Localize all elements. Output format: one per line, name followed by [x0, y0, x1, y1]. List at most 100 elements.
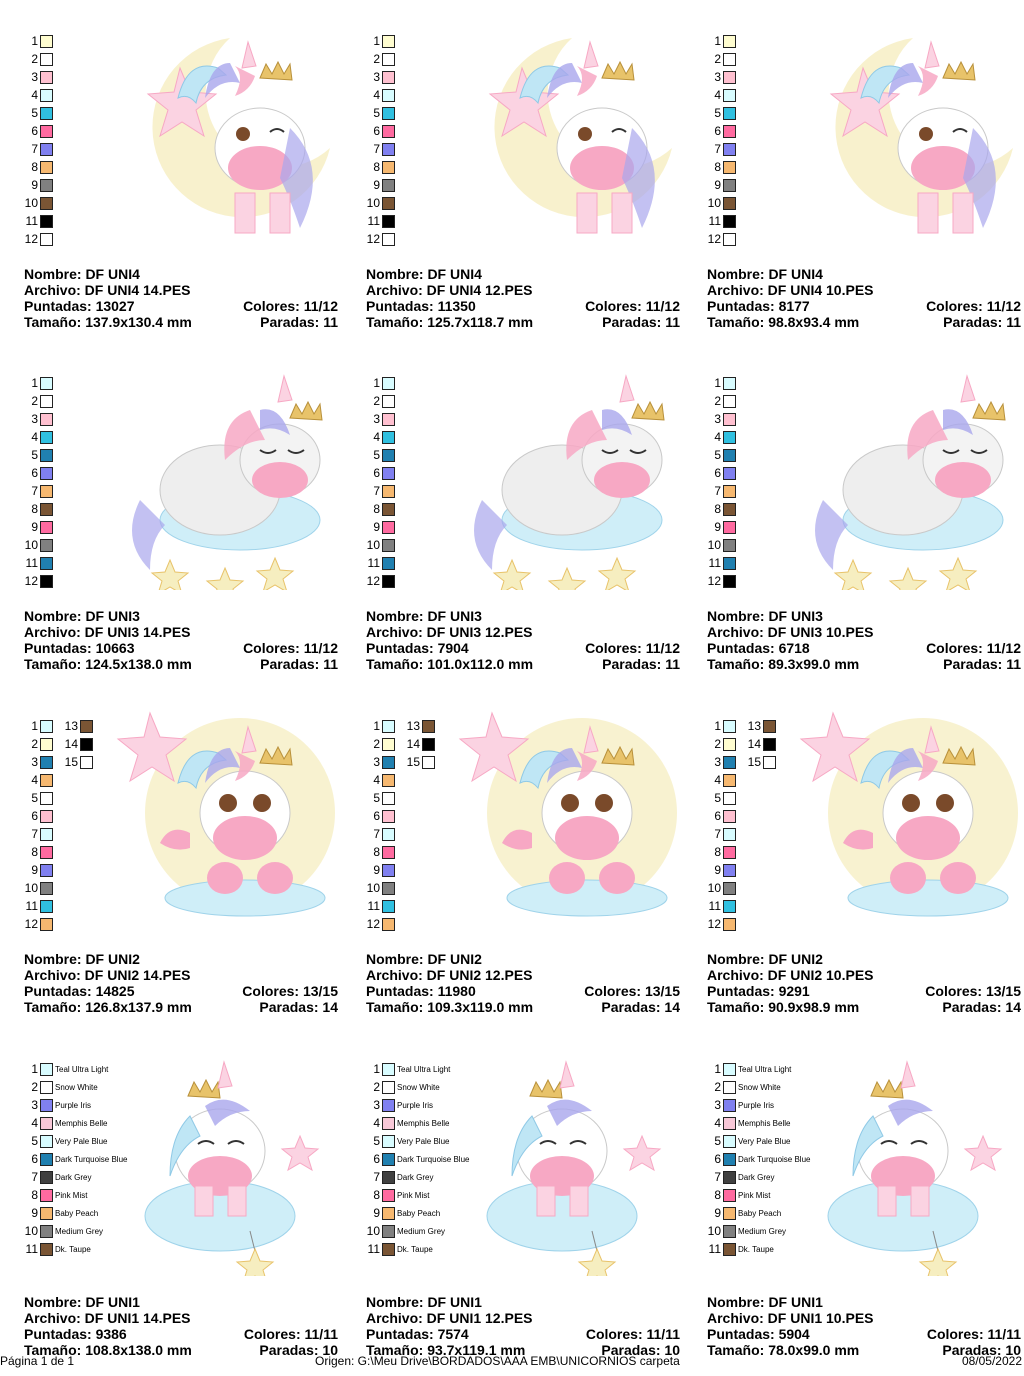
- design-size: Tamaño: 98.8x93.4 mm: [707, 314, 860, 330]
- color-count: Colores: 11/12: [243, 298, 338, 314]
- swatch-number: 9: [373, 1206, 380, 1220]
- stitch-count: Puntadas: 6718: [707, 640, 810, 656]
- design-info: Nombre: DF UNI2 Archivo: DF UNI2 10.PES Pu…: [707, 951, 1021, 1015]
- design-file: Archivo: DF UNI1 10.PES: [707, 1310, 874, 1326]
- swatch-number: 7: [714, 484, 721, 498]
- swatch-color-box: [723, 377, 736, 390]
- swatch-color-box: [382, 431, 395, 444]
- swatch-number: 11: [25, 556, 38, 570]
- swatch-number: 11: [25, 214, 38, 228]
- swatch-color-box: [723, 179, 736, 192]
- design-card: 1 2 3 4 5 6 7 8 9 10 11 12 13 14 15 Nombre: DF UNI2 Arc…: [10, 693, 340, 1033]
- stop-count: Paradas: 14: [942, 999, 1021, 1015]
- stitch-count: Puntadas: 7574: [366, 1326, 469, 1342]
- swatch-color-box: [723, 864, 736, 877]
- swatch-color-box: [40, 539, 53, 552]
- swatch-color-box: [40, 215, 53, 228]
- swatch-number: 14: [747, 737, 761, 751]
- design-name: Nombre: DF UNI2: [24, 951, 140, 967]
- swatch-color-box: [723, 846, 736, 859]
- swatch-number: 12: [366, 574, 380, 588]
- swatch-color-box: [382, 774, 395, 787]
- swatch-color-box: [723, 1225, 736, 1238]
- swatch-color-box: [40, 864, 53, 877]
- swatch-number: 6: [31, 466, 38, 480]
- swatch-number: 13: [64, 719, 78, 733]
- swatch-color-name: Teal Ultra Light: [55, 1065, 109, 1074]
- swatch-number: 6: [373, 124, 380, 138]
- swatch-color-box: [723, 882, 736, 895]
- swatch-color-box: [723, 467, 736, 480]
- swatch-color-box: [382, 1171, 395, 1184]
- swatch-color-box: [40, 107, 53, 120]
- design-file: Archivo: DF UNI4 12.PES: [366, 282, 533, 298]
- swatch-number: 8: [31, 160, 38, 174]
- swatch-color-name: Dark Turquoise Blue: [397, 1155, 470, 1164]
- design-name: Nombre: DF UNI4: [707, 266, 823, 282]
- swatch-number: 12: [24, 574, 38, 588]
- swatch-number: 10: [366, 881, 380, 895]
- swatch-number: 5: [373, 106, 380, 120]
- swatch-number: 1: [714, 719, 721, 733]
- color-swatch-list: 1 2 3 4 5 6 7 8 9 10 11 12: [14, 376, 134, 596]
- swatch-color-box: [723, 1135, 736, 1148]
- embroidery-preview-image: [452, 8, 682, 248]
- swatch-number: 9: [714, 178, 721, 192]
- swatch-color-box: [40, 485, 53, 498]
- swatch-color-box: [723, 1153, 736, 1166]
- swatch-color-box: [723, 1081, 736, 1094]
- design-file: Archivo: DF UNI3 14.PES: [24, 624, 191, 640]
- color-swatch-list: 1 2 3 4 5 6 7 8 9 10 11 12: [697, 376, 817, 596]
- swatch-color-box: [382, 485, 395, 498]
- design-info: Nombre: DF UNI1 Archivo: DF UNI1 12.PES Pu…: [366, 1294, 680, 1358]
- stop-count: Paradas: 11: [943, 314, 1021, 330]
- swatch-number: 3: [31, 755, 38, 769]
- swatch-color-box: [382, 161, 395, 174]
- swatch-color-box: [422, 756, 435, 769]
- swatch-color-box: [382, 197, 395, 210]
- swatch-number: 12: [24, 917, 38, 931]
- stop-count: Paradas: 14: [259, 999, 338, 1015]
- swatch-color-box: [723, 810, 736, 823]
- swatch-color-box: [723, 792, 736, 805]
- design-info: Nombre: DF UNI2 Archivo: DF UNI2 12.PES Pu…: [366, 951, 680, 1015]
- swatch-color-box: [382, 738, 395, 751]
- design-name: Nombre: DF UNI3: [24, 608, 140, 624]
- swatch-color-box: [382, 864, 395, 877]
- swatch-color-name: Snow White: [55, 1083, 98, 1092]
- swatch-number: 6: [714, 466, 721, 480]
- swatch-color-name: Dk. Taupe: [738, 1245, 774, 1254]
- swatch-number: 3: [373, 1098, 380, 1112]
- swatch-color-box: [723, 197, 736, 210]
- swatch-color-box: [382, 846, 395, 859]
- swatch-number: 3: [714, 755, 721, 769]
- design-info: Nombre: DF UNI3 Archivo: DF UNI3 10.PES Pu…: [707, 608, 1021, 672]
- swatch-color-name: Pink Mist: [397, 1191, 430, 1200]
- swatch-color-box: [382, 575, 395, 588]
- swatch-number: 3: [31, 70, 38, 84]
- swatch-color-box: [40, 431, 53, 444]
- swatch-color-box: [40, 882, 53, 895]
- swatch-number: 4: [31, 430, 38, 444]
- swatch-number: 4: [714, 1116, 721, 1130]
- embroidery-preview-image: [110, 350, 340, 604]
- swatch-color-name: Dk. Taupe: [397, 1245, 433, 1254]
- embroidery-preview-image: [110, 8, 340, 248]
- swatch-color-name: Purple Iris: [738, 1101, 775, 1110]
- swatch-color-box: [40, 125, 53, 138]
- swatch-color-name: Baby Peach: [55, 1209, 99, 1218]
- stop-count: Paradas: 11: [602, 314, 680, 330]
- design-file: Archivo: DF UNI3 10.PES: [707, 624, 874, 640]
- swatch-number: 6: [373, 466, 380, 480]
- swatch-number: 7: [31, 142, 38, 156]
- embroidery-preview-image: [793, 350, 1023, 604]
- swatch-number: 6: [31, 1152, 38, 1166]
- swatch-color-box: [723, 413, 736, 426]
- swatch-color-box: [40, 1189, 53, 1202]
- swatch-number: 5: [714, 106, 721, 120]
- swatch-color-box: [40, 1081, 53, 1094]
- color-count: Colores: 11/12: [585, 640, 680, 656]
- swatch-number: 7: [714, 142, 721, 156]
- swatch-color-name: Dark Grey: [55, 1173, 92, 1182]
- swatch-color-box: [723, 125, 736, 138]
